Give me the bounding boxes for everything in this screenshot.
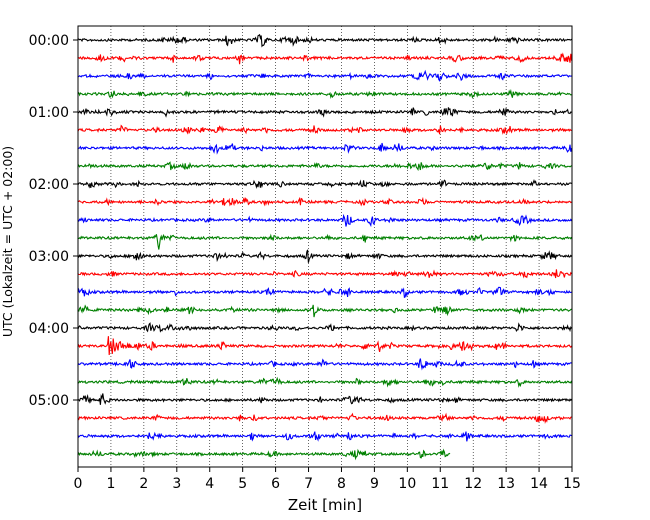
x-tick-label: 7: [304, 476, 313, 492]
trace-line: [77, 142, 573, 155]
trace-line: [77, 412, 572, 424]
trace-group: [77, 33, 573, 461]
trace-line: [77, 304, 572, 318]
x-tick-label: 15: [563, 476, 581, 492]
trace-line: [77, 448, 451, 461]
y-tick-label: 05:00: [29, 393, 69, 409]
y-tick-label: 04:00: [29, 321, 69, 337]
x-tick-label: 2: [139, 476, 148, 492]
x-tick-label: 4: [205, 476, 214, 492]
y-tick-label: 02:00: [29, 177, 69, 193]
y-tick-label: 01:00: [29, 105, 69, 121]
trace-line: [77, 179, 572, 189]
trace-line: [77, 196, 572, 207]
x-tick-label: 3: [172, 476, 181, 492]
trace-line: [77, 269, 573, 279]
trace-line: [77, 52, 573, 65]
trace-line: [77, 88, 572, 100]
x-tick-label: 1: [106, 476, 115, 492]
x-axis-label: Zeit [min]: [288, 496, 362, 514]
trace-line: [77, 249, 573, 263]
trace-line: [77, 358, 572, 371]
trace-line: [77, 393, 573, 405]
trace-line: [77, 124, 572, 135]
y-axis-label: UTC (Lokalzeit = UTC + 02:00): [0, 146, 15, 337]
trace-line: [77, 213, 573, 228]
plot-frame: [77, 25, 573, 468]
y-tick-label: 00:00: [29, 33, 69, 49]
trace-line: [77, 322, 573, 333]
trace-line: [77, 336, 573, 356]
x-tick-label: 13: [497, 476, 515, 492]
x-tick-label: 14: [530, 476, 548, 492]
trace-line: [77, 33, 573, 48]
trace-line: [77, 431, 572, 442]
x-axis-ticks: 0 1 2 3 4 5 6 7 8 9 10 11 12 13 14 15: [74, 467, 581, 492]
x-tick-label: 0: [74, 476, 83, 492]
trace-line: [77, 107, 572, 118]
trace-line: [77, 233, 573, 250]
x-tick-label: 5: [238, 476, 247, 492]
y-axis-ticks: 00:00 01:00 02:00 03:00 04:00 05:00: [29, 33, 78, 409]
x-tick-label: 8: [337, 476, 346, 492]
x-tick-label: 11: [431, 476, 449, 492]
x-tick-label: 12: [464, 476, 482, 492]
x-tick-label: 6: [271, 476, 280, 492]
trace-line: [77, 161, 572, 172]
x-tick-label: 9: [370, 476, 379, 492]
y-tick-label: 03:00: [29, 249, 69, 265]
trace-line: [77, 286, 572, 299]
trace-line: [77, 376, 573, 388]
trace-line: [77, 69, 572, 82]
x-tick-label: 10: [398, 476, 416, 492]
